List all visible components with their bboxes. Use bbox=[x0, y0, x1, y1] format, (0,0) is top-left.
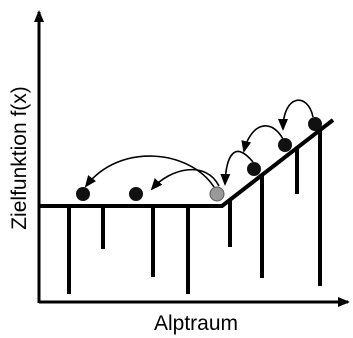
point bbox=[247, 162, 261, 176]
point-current-gray bbox=[209, 186, 225, 202]
point bbox=[76, 187, 90, 201]
arrow-up-2 bbox=[241, 125, 284, 153]
point bbox=[129, 187, 143, 201]
arrow-up-3 bbox=[278, 99, 314, 131]
arrow-mid-left bbox=[150, 168, 220, 191]
y-axis-label: Zielfunktion f(x) bbox=[8, 86, 31, 230]
arrow-long-left bbox=[84, 155, 215, 188]
point bbox=[308, 117, 322, 131]
arrow-up-1 bbox=[220, 150, 254, 186]
stalks bbox=[67, 130, 322, 294]
solution-points bbox=[76, 117, 322, 202]
jump-arrows bbox=[84, 99, 314, 191]
x-axis-label: Alptraum bbox=[154, 312, 238, 335]
point bbox=[278, 138, 292, 152]
